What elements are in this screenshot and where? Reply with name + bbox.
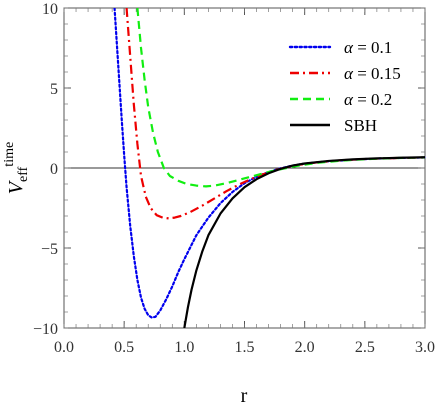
y-axis-title-subscript: eff bbox=[16, 166, 31, 182]
legend-alpha-glyph: α bbox=[344, 64, 354, 83]
x-axis-title: r bbox=[241, 385, 248, 407]
y-tick-label: 10 bbox=[42, 1, 58, 18]
y-tick-label: −10 bbox=[33, 321, 58, 338]
legend-alpha-value: = 0.1 bbox=[353, 38, 392, 57]
y-axis-title: Vefftime bbox=[2, 142, 31, 194]
y-tick-label: −5 bbox=[41, 241, 58, 258]
x-tick-label: 3.0 bbox=[415, 339, 435, 356]
x-tick-label: 1.5 bbox=[235, 339, 255, 356]
y-tick-label: 5 bbox=[50, 81, 58, 98]
legend-alpha-value: = 0.2 bbox=[353, 90, 392, 109]
series-line-4 bbox=[183, 156, 426, 328]
x-tick-label: 0.0 bbox=[54, 339, 74, 356]
legend-alpha-glyph: α bbox=[344, 38, 354, 57]
legend-label-3: α = 0.2 bbox=[344, 90, 392, 109]
legend-label-2: α = 0.15 bbox=[344, 64, 401, 83]
tick-labels: 0.0 0.5 1.0 1.5 2.0 2.5 3.0 10 5 0 −5 −10 bbox=[33, 1, 435, 356]
legend-label-1: α = 0.1 bbox=[344, 38, 392, 57]
legend-alpha-value: = 0.15 bbox=[353, 64, 401, 83]
x-tick-label: 0.5 bbox=[114, 339, 134, 356]
series-layer bbox=[113, 8, 426, 328]
x-tick-label: 2.0 bbox=[295, 339, 315, 356]
series-line-2 bbox=[125, 8, 426, 220]
x-tick-label: 2.5 bbox=[355, 339, 375, 356]
legend-alpha-glyph: α bbox=[344, 90, 354, 109]
y-tick-label: 0 bbox=[50, 161, 58, 178]
ticks bbox=[63, 7, 426, 329]
legend-label-4: SBH bbox=[344, 116, 377, 135]
y-axis-title-main: V bbox=[5, 179, 27, 194]
y-axis-title-superscript: time bbox=[2, 142, 17, 167]
x-tick-label: 1.0 bbox=[174, 339, 194, 356]
